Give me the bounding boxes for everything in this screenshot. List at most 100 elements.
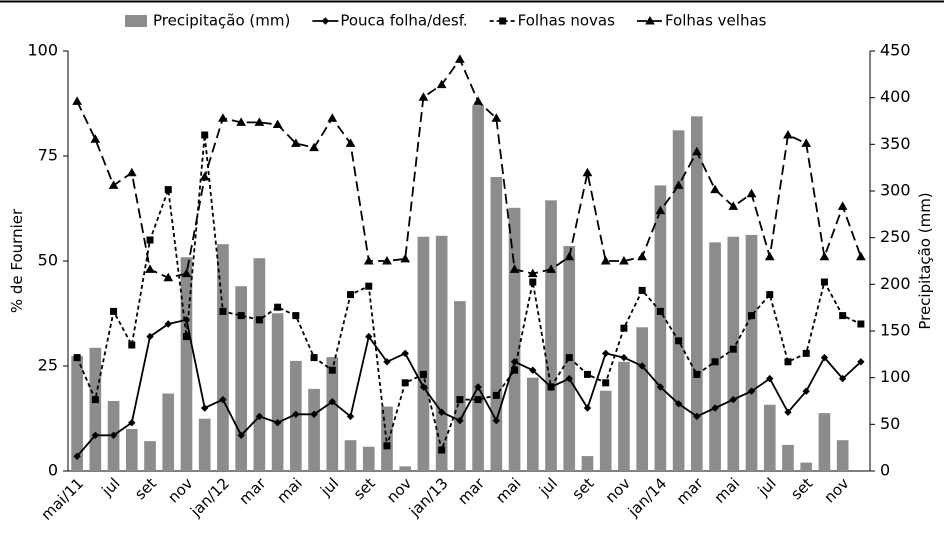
bar bbox=[326, 357, 339, 471]
line-marker bbox=[146, 332, 154, 341]
line-marker bbox=[108, 180, 119, 189]
line-marker bbox=[255, 412, 264, 421]
bar bbox=[435, 235, 448, 471]
line-marker bbox=[109, 431, 118, 440]
line-marker bbox=[529, 278, 537, 286]
line-marker bbox=[273, 418, 282, 427]
bar bbox=[654, 185, 667, 471]
line-marker bbox=[710, 184, 720, 194]
line-marker bbox=[547, 383, 555, 391]
line-marker bbox=[455, 54, 465, 63]
bar bbox=[800, 462, 813, 471]
bar bbox=[709, 242, 721, 471]
line-marker bbox=[784, 358, 792, 366]
bar bbox=[818, 413, 831, 471]
line-marker bbox=[674, 400, 683, 408]
line-marker bbox=[802, 387, 810, 395]
line-marker bbox=[801, 138, 812, 147]
x-tick-label: jan/12 bbox=[186, 474, 233, 521]
line-marker bbox=[583, 404, 592, 412]
line-marker bbox=[290, 138, 301, 147]
line-marker bbox=[163, 272, 174, 282]
line-marker bbox=[418, 92, 429, 101]
y-tick-label: 50 bbox=[38, 251, 58, 270]
y-tick-label: 25 bbox=[38, 356, 58, 375]
line-marker bbox=[327, 113, 338, 122]
line-marker bbox=[110, 307, 118, 315]
line-marker bbox=[182, 333, 190, 341]
bar bbox=[836, 440, 849, 471]
line-marker bbox=[255, 316, 263, 324]
line-marker bbox=[456, 396, 464, 404]
bar bbox=[217, 244, 229, 471]
bar bbox=[198, 418, 211, 471]
line-marker bbox=[820, 353, 829, 362]
x-tick-label: jul bbox=[535, 474, 561, 500]
line-marker bbox=[784, 408, 792, 416]
legend-swatch bbox=[125, 15, 147, 27]
line-marker bbox=[728, 201, 739, 210]
y2-tick-label: 200 bbox=[880, 274, 911, 293]
bar bbox=[618, 361, 630, 471]
line-marker bbox=[656, 383, 665, 391]
x-tick-label: mar bbox=[454, 474, 489, 509]
line-marker bbox=[218, 113, 228, 122]
line-marker bbox=[747, 387, 756, 395]
x-tick-label: mar bbox=[235, 474, 270, 509]
line-marker bbox=[565, 374, 573, 383]
x-tick-label: mai bbox=[711, 474, 744, 507]
line-marker bbox=[656, 307, 664, 315]
bar bbox=[180, 257, 193, 471]
line-marker bbox=[347, 291, 355, 299]
line-marker bbox=[675, 337, 683, 345]
bar bbox=[162, 393, 175, 471]
x-tick-label: mar bbox=[673, 474, 708, 509]
line-marker bbox=[693, 370, 701, 378]
line-marker bbox=[764, 251, 775, 261]
bar bbox=[636, 327, 648, 471]
line-marker bbox=[201, 131, 209, 139]
line-marker bbox=[236, 117, 247, 126]
line-marker bbox=[272, 119, 283, 128]
bar bbox=[526, 377, 539, 471]
line-marker bbox=[729, 395, 738, 404]
line-marker bbox=[126, 167, 137, 177]
line-marker bbox=[474, 396, 482, 404]
line-marker bbox=[437, 408, 446, 416]
legend-marker bbox=[321, 17, 330, 25]
line-marker bbox=[857, 358, 865, 366]
line-marker bbox=[90, 134, 101, 143]
line-marker bbox=[748, 312, 756, 320]
x-tick-label: mai bbox=[492, 474, 525, 507]
x-tick-label: set bbox=[350, 474, 379, 503]
bar bbox=[308, 388, 320, 471]
bar bbox=[508, 207, 521, 472]
bar bbox=[454, 301, 466, 471]
line-marker bbox=[73, 452, 81, 461]
line bbox=[76, 57, 862, 279]
line-marker bbox=[310, 410, 318, 419]
y2-tick-label: 150 bbox=[880, 321, 911, 340]
line-marker bbox=[292, 312, 300, 320]
x-tick-label: jul bbox=[316, 474, 342, 500]
line-marker bbox=[474, 383, 482, 391]
line-marker bbox=[638, 362, 646, 370]
line-marker bbox=[565, 354, 573, 362]
x-tick-label: set bbox=[787, 474, 816, 503]
line-marker bbox=[620, 324, 628, 332]
bar bbox=[490, 177, 503, 471]
line-marker bbox=[146, 236, 154, 244]
line-marker bbox=[292, 410, 300, 419]
line-marker bbox=[200, 404, 209, 412]
line-marker bbox=[601, 349, 610, 358]
line-marker bbox=[274, 303, 282, 311]
line-marker bbox=[691, 146, 702, 156]
y2-tick-label: 300 bbox=[880, 181, 911, 200]
line-marker bbox=[600, 255, 611, 265]
line-marker bbox=[766, 374, 774, 383]
line-marker bbox=[820, 278, 828, 286]
bar bbox=[235, 286, 247, 471]
x-tick-label: jan/13 bbox=[405, 474, 452, 521]
line-marker bbox=[802, 349, 810, 357]
